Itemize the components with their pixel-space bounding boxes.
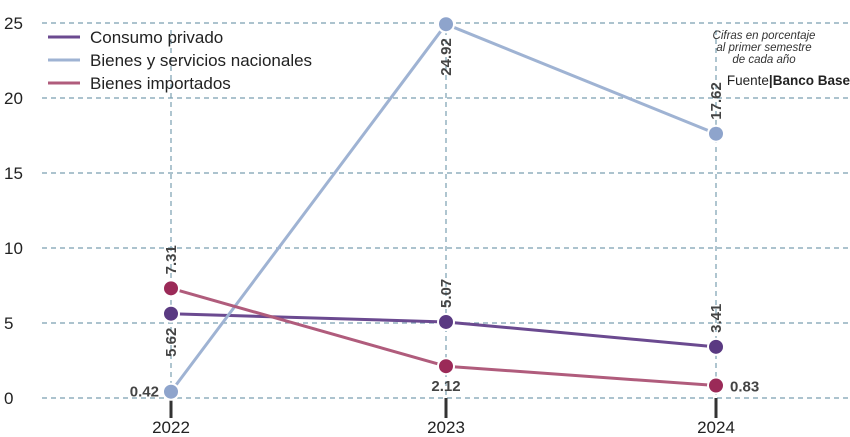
y-tick-label-5: 5 [4,314,13,333]
legend: Consumo privado Bienes y servicios nacion… [48,28,312,93]
y-tick-label-10: 10 [4,239,23,258]
legend-label-0: Consumo privado [90,28,223,47]
series-lines [169,22,717,393]
data-labels: 5.62 5.07 3.41 0.42 24.92 17.62 7.31 2.12 0.83 [130,38,759,401]
source-prefix: Fuente [726,73,769,88]
data-label-1-1: 24.92 [438,38,455,76]
note-line-3: de cada año [732,54,796,66]
chart-source: Fuente|Banco Base [727,73,850,88]
marker-2-2 [707,376,725,395]
marker-0-2 [707,337,725,356]
series-markers [162,15,725,401]
axes: 0 5 10 15 20 25 2022 2023 2024 [4,14,735,437]
y-tick-label-20: 20 [4,89,23,108]
chart-note: Cifras en porcentaje al primer semestre … [684,30,844,66]
data-label-0-0: 5.62 [163,328,180,357]
y-tick-label-0: 0 [4,389,13,408]
x-tick-label-1: 2023 [427,418,465,437]
marker-0-1 [437,312,455,331]
data-label-2-0: 7.31 [163,245,180,274]
data-label-1-0: 0.42 [130,384,159,401]
y-tick-label-25: 25 [4,14,23,33]
data-label-0-2: 3.41 [708,304,725,333]
source-name: Banco Base [772,73,850,88]
legend-label-2: Bienes importados [90,74,231,93]
data-label-1-2: 17.62 [708,82,725,120]
marker-2-0 [162,279,180,298]
marker-1-2 [707,124,725,143]
data-label-2-1: 2.12 [431,378,460,395]
x-tick-label-0: 2022 [152,418,190,437]
marker-0-0 [162,304,180,323]
data-label-0-1: 5.07 [438,279,455,308]
y-tick-label-15: 15 [4,164,23,183]
marker-1-0 [162,382,180,401]
series-line-1 [169,22,717,393]
marker-2-1 [437,357,455,376]
note-line-2: al primer semestre [716,42,812,54]
marker-1-1 [437,15,455,34]
source-separator: | [768,73,773,88]
legend-label-1: Bienes y servicios nacionales [90,51,312,70]
grid-lines [42,22,850,399]
data-label-2-2: 0.83 [730,379,759,396]
x-tick-label-2: 2024 [697,418,735,437]
note-line-1: Cifras en porcentaje [712,30,816,42]
